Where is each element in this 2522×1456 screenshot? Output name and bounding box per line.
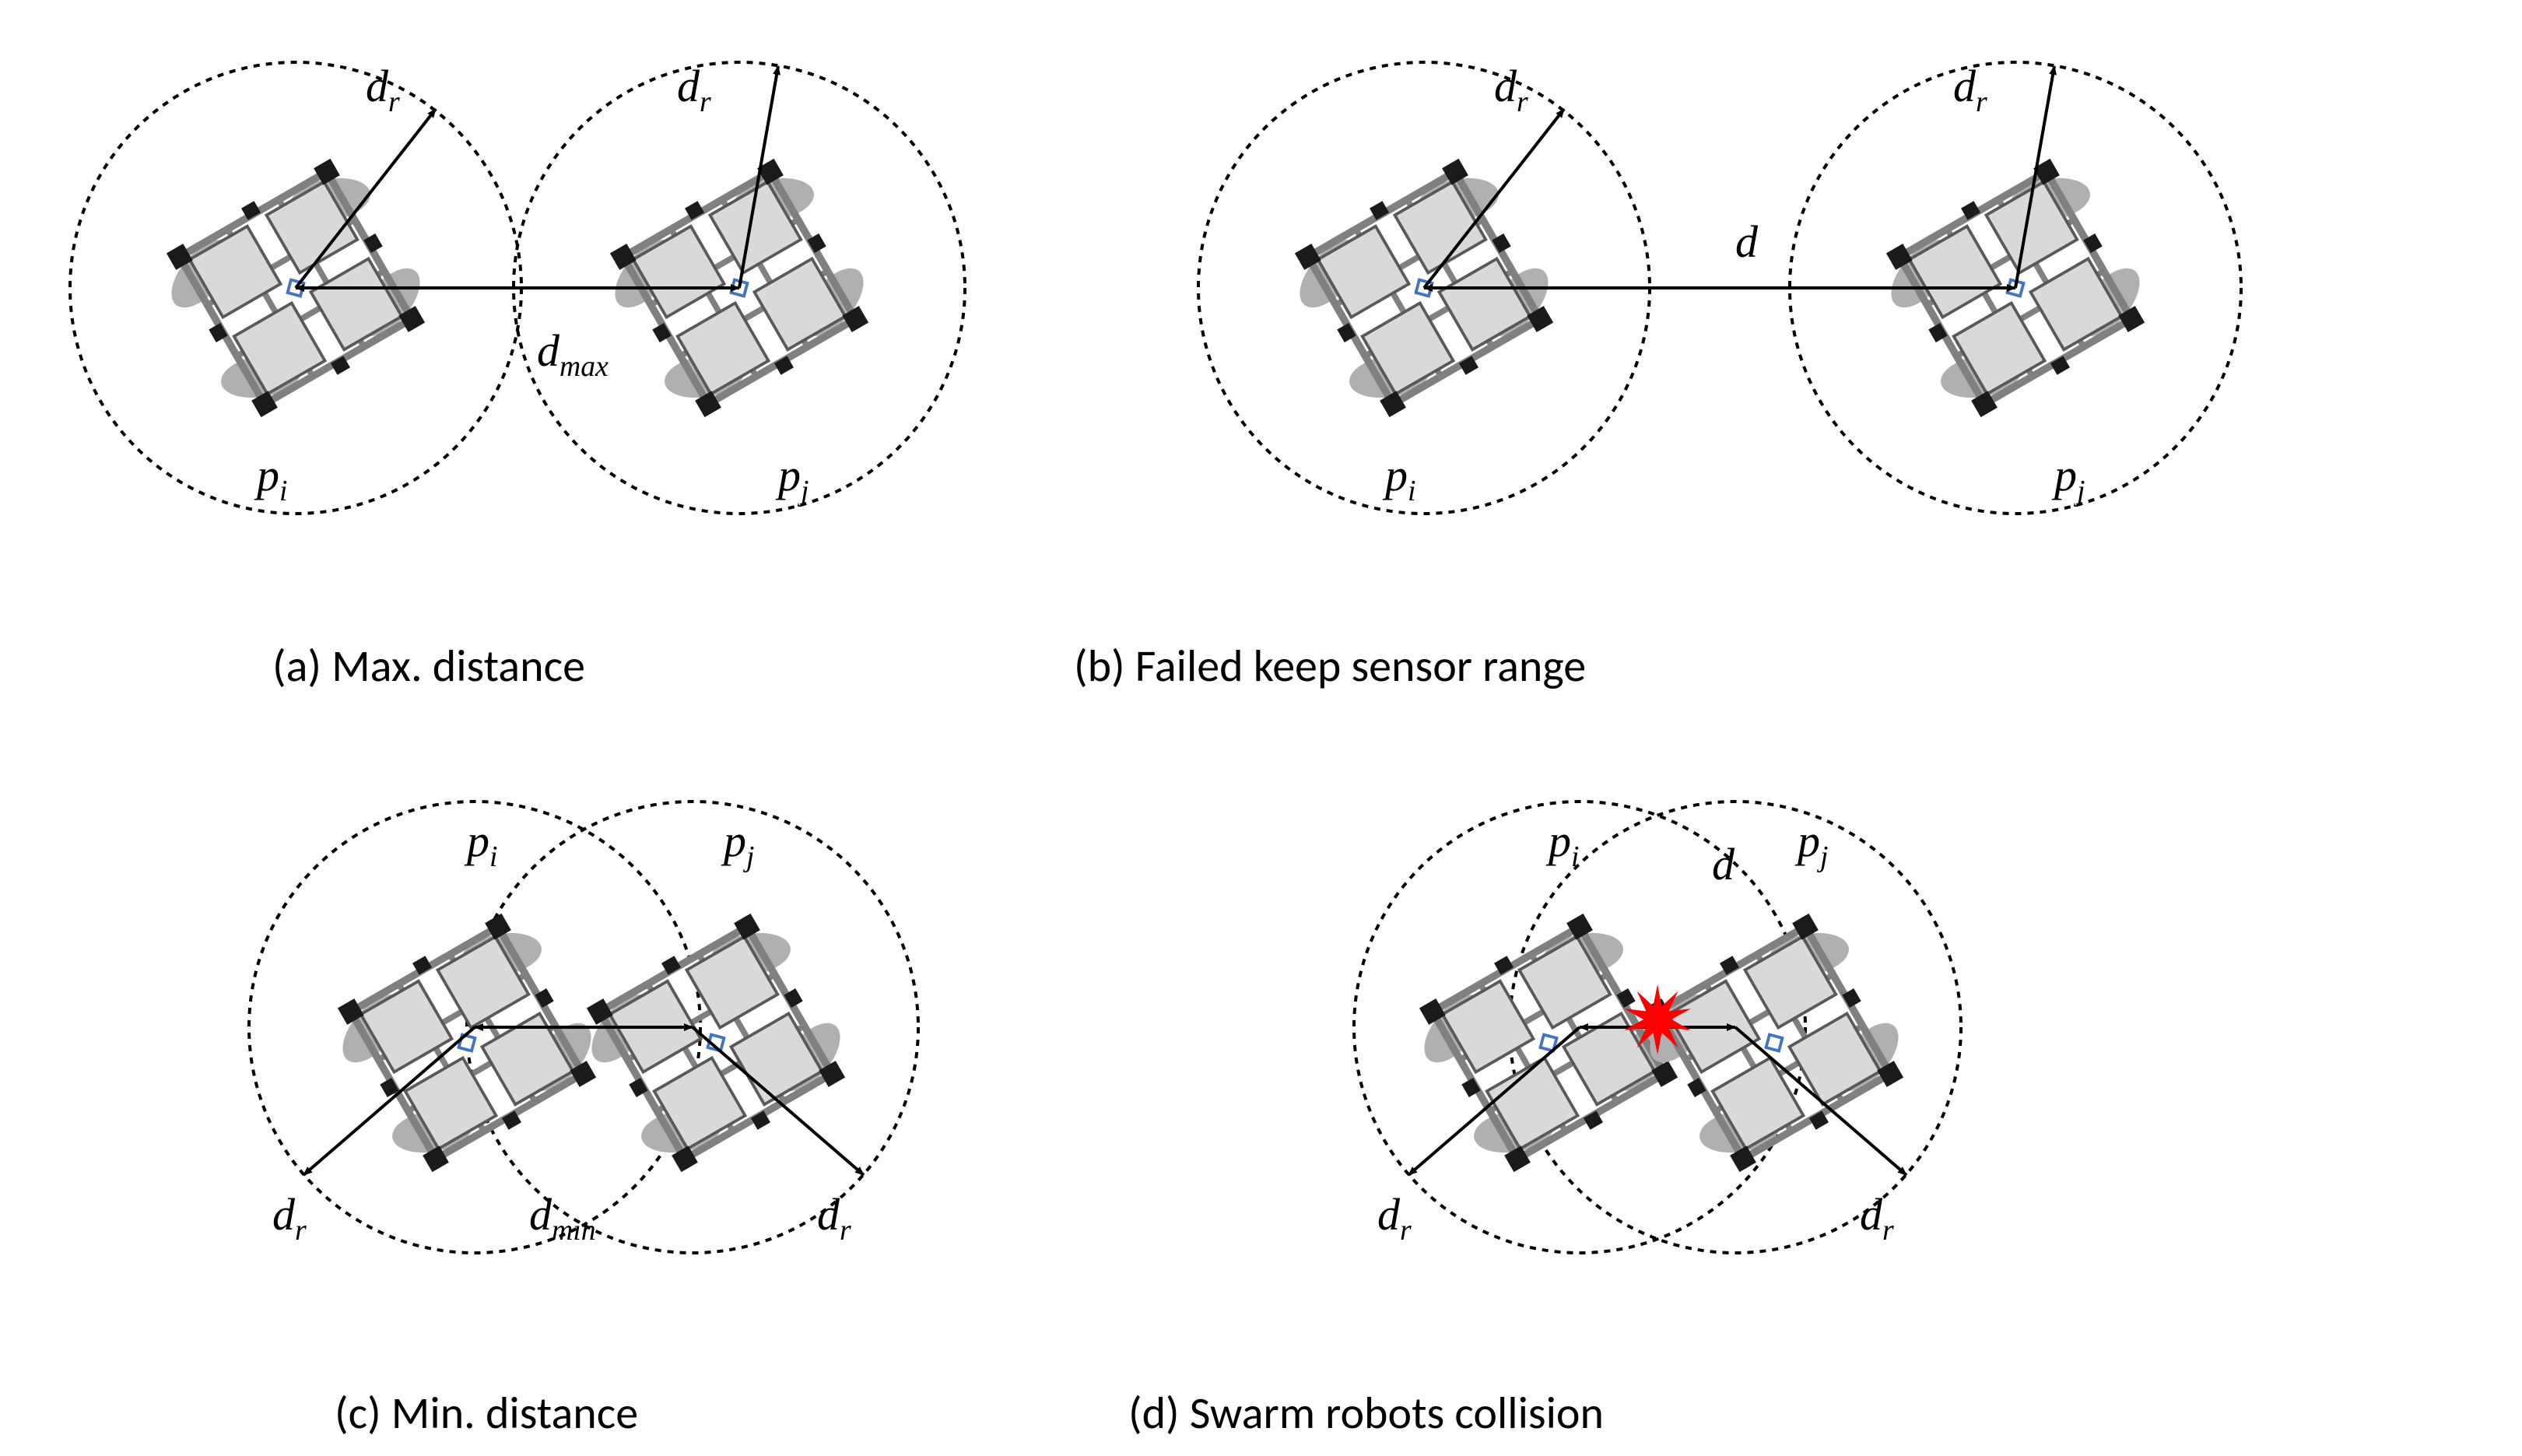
panel-d-radius-label-1: dr [1860, 1189, 1894, 1247]
panel-a-distance-label: dmax [537, 325, 609, 383]
panel-a-radius-label-1: dr [677, 61, 711, 118]
panel-c-radius-label-1: dr [817, 1189, 851, 1247]
panel-d-radius-label-0: dr [1377, 1189, 1412, 1247]
figure-root: dr dr dmax pi pj dr dr d pi pj dr dr dmin pi pj dr dr d pi… [0, 0, 2522, 1456]
panel-c-distance-label: dmin [529, 1189, 596, 1247]
panel-d-robot-1 [1623, 900, 1926, 1185]
figure-svg: dr dr dmax pi pj dr dr d pi pj dr dr dmin pi pj dr dr d pi… [0, 0, 2522, 1456]
caption-b: (b) Failed keep sensor range [1074, 638, 1586, 693]
panel-c-robot-0 [316, 900, 619, 1185]
panel-d-pi-label: pi [1545, 816, 1579, 873]
caption-a: (a) Max. distance [272, 638, 585, 693]
panel-b-radius-label-0: dr [1494, 61, 1528, 118]
panel-c-robot-1 [565, 900, 868, 1185]
panel-b-radius-label-1: dr [1953, 61, 1987, 118]
panel-b-distance-label: d [1735, 216, 1759, 267]
panel-a-pj-label: pj [775, 450, 809, 507]
panel-c-pi-label: pi [464, 816, 497, 873]
panel-c-radius-label-0: dr [272, 1189, 307, 1247]
panel-a-pi-label: pi [254, 450, 287, 507]
panel-b-pj-label: pj [2051, 450, 2085, 507]
panel-d-distance-label: d [1712, 839, 1735, 889]
panel-a-radius-label-0: dr [366, 61, 400, 118]
panel-c-pj-label: pj [721, 816, 754, 873]
caption-c: (c) Min. distance [335, 1385, 638, 1440]
caption-d: (d) Swarm robots collision [1128, 1385, 1604, 1440]
panel-b-pi-label: pi [1382, 450, 1415, 507]
panel-d-pj-label: pj [1794, 816, 1828, 873]
